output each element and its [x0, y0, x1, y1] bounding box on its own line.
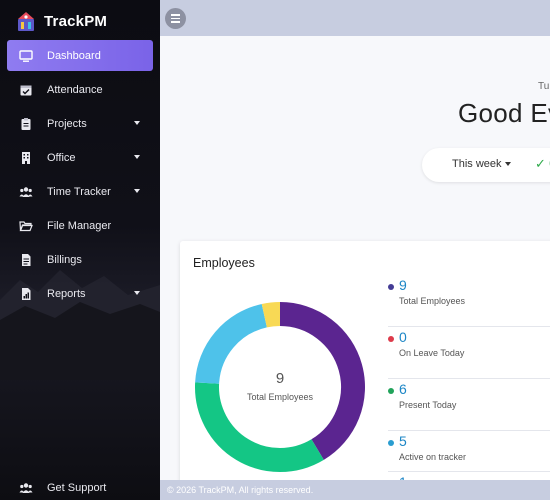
main-content: Tu Good Ev This week ✓ ( Employees 9 Tot…	[160, 36, 550, 480]
monitor-icon	[18, 48, 34, 64]
sidebar-item-label: Office	[47, 151, 76, 164]
stat-partial: 1	[388, 472, 550, 480]
stat-dot	[388, 440, 394, 446]
stat-value[interactable]: 6	[399, 381, 407, 397]
sidebar-item-label: Dashboard	[47, 49, 101, 62]
employees-donut-chart: 9 Total Employees	[192, 299, 368, 475]
menu-toggle-icon[interactable]	[165, 8, 186, 29]
stat-dot	[388, 336, 394, 342]
stat-value[interactable]: 1	[399, 474, 407, 480]
get-support-label: Get Support	[47, 482, 107, 494]
chevron-down-icon	[134, 291, 140, 295]
sidebar-item-time-tracker[interactable]: Time Tracker	[7, 176, 153, 207]
stat-dot	[388, 284, 394, 290]
users-icon	[18, 480, 34, 496]
donut-segment-1[interactable]	[195, 382, 324, 472]
employee-stats-list: 9 Total Employees 0 On Leave Today 6 Pre…	[388, 275, 550, 480]
donut-center-label: Total Employees	[246, 392, 314, 402]
stat-dot	[388, 388, 394, 394]
sidebar-item-label: Attendance	[47, 83, 103, 96]
donut-svg	[195, 302, 365, 472]
sidebar-item-billings[interactable]: Billings	[7, 244, 153, 275]
stat-active-on-tracker: 5 Active on tracker	[388, 431, 550, 472]
building-icon	[18, 150, 34, 166]
sidebar-item-reports[interactable]: Reports	[7, 278, 153, 309]
top-bar	[160, 0, 550, 36]
report-icon	[18, 286, 34, 302]
dashboard-filter-bar: This week ✓ (	[422, 148, 550, 182]
stat-label: Total Employees	[399, 296, 466, 306]
donut-center-value: 9	[275, 370, 285, 387]
week-select[interactable]: This week	[452, 158, 511, 170]
folder-open-icon	[18, 218, 34, 234]
sidebar-item-label: Time Tracker	[47, 185, 111, 198]
chevron-down-icon	[134, 121, 140, 125]
sidebar-item-label: Billings	[47, 253, 82, 266]
get-support-link[interactable]: Get Support	[18, 478, 106, 498]
sidebar: TrackPM Dashboard Attendance Projects	[0, 0, 160, 500]
donut-segment-0[interactable]	[279, 302, 365, 460]
stat-value[interactable]: 9	[399, 277, 407, 293]
week-select-label: This week	[452, 158, 502, 170]
sidebar-background-mountains	[0, 270, 160, 380]
date-text: Tu	[538, 81, 550, 92]
employees-card-title: Employees	[193, 256, 255, 270]
brand-name: TrackPM	[44, 12, 108, 30]
sidebar-item-label: Projects	[47, 117, 87, 130]
sidebar-item-label: Reports	[47, 287, 86, 300]
sidebar-item-dashboard[interactable]: Dashboard	[7, 40, 153, 71]
sidebar-nav: Dashboard Attendance Projects Office	[7, 40, 153, 312]
employees-card: Employees 9 Total Employees 9 Total Empl…	[180, 241, 550, 480]
stat-present-today: 6 Present Today	[388, 379, 550, 431]
chevron-down-icon	[134, 189, 140, 193]
calendar-check-icon	[18, 82, 34, 98]
check-icon: ✓	[535, 156, 546, 171]
sidebar-item-label: File Manager	[47, 219, 112, 232]
stat-value[interactable]: 0	[399, 329, 407, 345]
users-icon	[18, 184, 34, 200]
stat-total-employees: 9 Total Employees	[388, 275, 550, 327]
caret-down-icon	[504, 162, 511, 167]
trackpm-logo-icon	[15, 10, 37, 32]
stat-value[interactable]: 5	[399, 433, 407, 449]
chevron-down-icon	[134, 155, 140, 159]
sidebar-item-projects[interactable]: Projects	[7, 108, 153, 139]
document-icon	[18, 252, 34, 268]
copyright-text: © 2026 TrackPM, All rights reserved.	[167, 485, 314, 495]
stat-label: Active on tracker	[399, 452, 467, 462]
donut-segment-2[interactable]	[195, 303, 268, 385]
stat-on-leave-today: 0 On Leave Today	[388, 327, 550, 379]
sidebar-item-attendance[interactable]: Attendance	[7, 74, 153, 105]
sidebar-item-file-manager[interactable]: File Manager	[7, 210, 153, 241]
donut-segment-3[interactable]	[261, 302, 281, 328]
page-greeting: Good Ev	[458, 98, 550, 128]
brand[interactable]: TrackPM	[15, 8, 107, 34]
clipboard-icon	[18, 116, 34, 132]
stat-label: Present Today	[399, 400, 457, 410]
sidebar-item-office[interactable]: Office	[7, 142, 153, 173]
stat-label: On Leave Today	[399, 348, 465, 358]
footer: © 2026 TrackPM, All rights reserved.	[160, 480, 550, 500]
